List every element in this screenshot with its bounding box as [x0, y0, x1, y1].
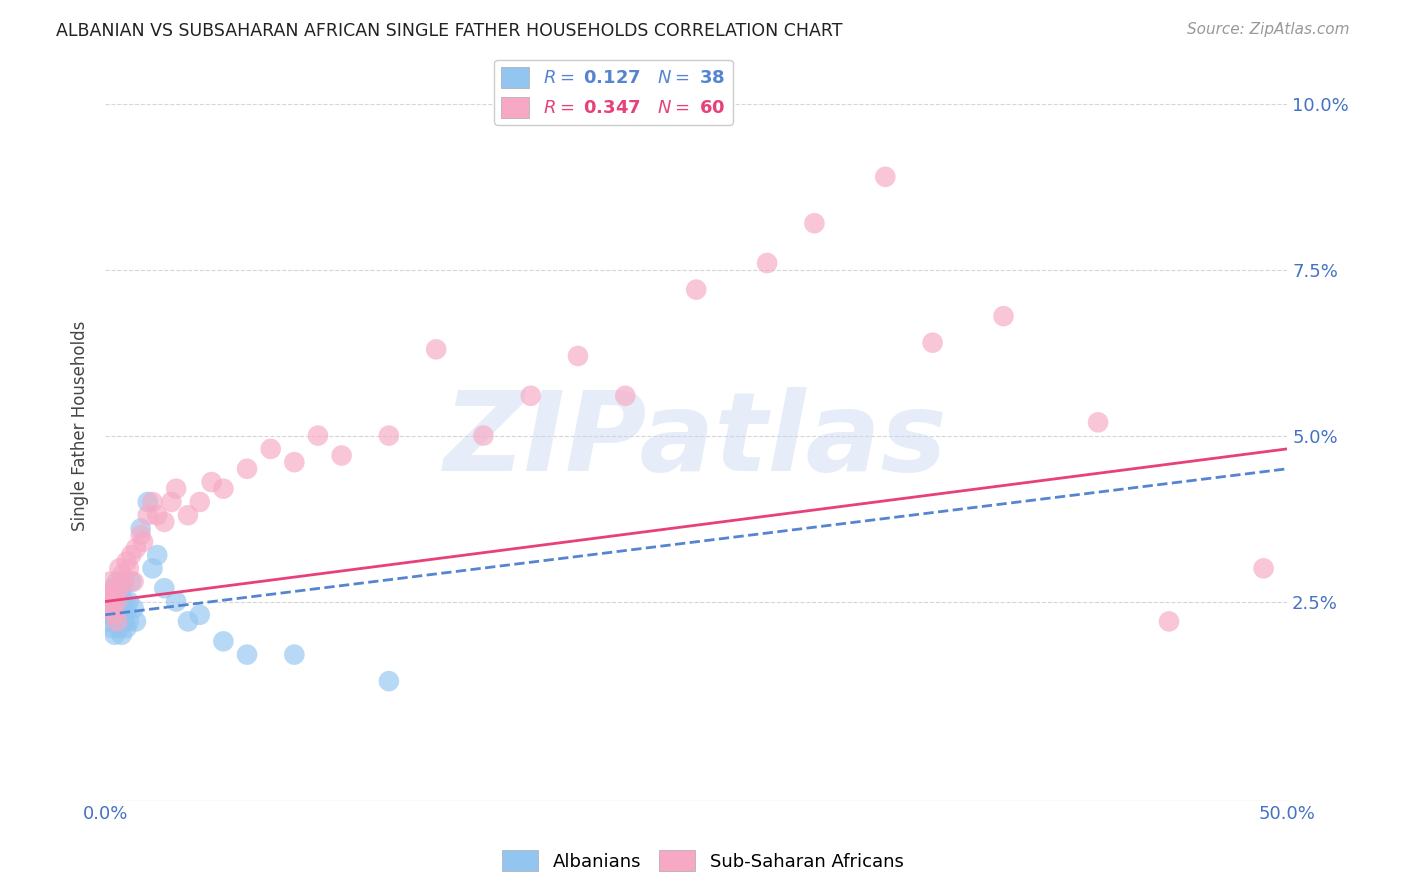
Point: [112, 615, 135, 629]
Point: [472, 428, 495, 442]
Point: [188, 607, 211, 622]
Point: [993, 309, 1015, 323]
Point: [1253, 561, 1275, 575]
Point: [97, 615, 120, 629]
Point: [105, 615, 128, 629]
Point: [115, 601, 138, 615]
Point: [141, 495, 163, 509]
Point: [111, 607, 134, 622]
Point: [115, 621, 138, 635]
Point: [118, 594, 141, 608]
Point: [567, 349, 589, 363]
Point: [98, 594, 121, 608]
Point: [177, 615, 200, 629]
Point: [120, 574, 142, 589]
Point: [378, 674, 401, 689]
Point: [283, 648, 305, 662]
Point: [803, 216, 825, 230]
Point: [188, 495, 211, 509]
Text: Source: ZipAtlas.com: Source: ZipAtlas.com: [1187, 22, 1350, 37]
Text: ALBANIAN VS SUBSAHARAN AFRICAN SINGLE FATHER HOUSEHOLDS CORRELATION CHART: ALBANIAN VS SUBSAHARAN AFRICAN SINGLE FA…: [56, 22, 842, 40]
Point: [165, 482, 187, 496]
Point: [136, 508, 159, 523]
Point: [177, 508, 200, 523]
Point: [330, 449, 353, 463]
Point: [236, 648, 259, 662]
Point: [112, 574, 135, 589]
Point: [97, 588, 120, 602]
Point: [101, 588, 124, 602]
Point: [101, 581, 124, 595]
Point: [101, 601, 124, 615]
Point: [98, 594, 121, 608]
Point: [105, 594, 128, 608]
Point: [101, 621, 124, 635]
Point: [307, 428, 329, 442]
Point: [260, 442, 283, 456]
Legend: $R = \ \mathbf{0.127}\ \ \ N = \ \mathbf{38}$, $R = \ \mathbf{0.347}\ \ \ N = \ : $R = \ \mathbf{0.127}\ \ \ N = \ \mathbf…: [495, 60, 733, 125]
Point: [125, 541, 148, 556]
Point: [141, 561, 163, 575]
Point: [98, 574, 121, 589]
Point: [146, 548, 169, 562]
Point: [105, 615, 128, 629]
Point: [200, 475, 222, 489]
Point: [519, 389, 541, 403]
Point: [98, 607, 121, 622]
Point: [136, 495, 159, 509]
Point: [111, 568, 134, 582]
Point: [118, 561, 141, 575]
Point: [614, 389, 637, 403]
Point: [212, 634, 235, 648]
Point: [122, 601, 145, 615]
Point: [104, 588, 127, 602]
Point: [120, 548, 142, 562]
Point: [105, 574, 128, 589]
Text: ZIPatlas: ZIPatlas: [444, 387, 948, 494]
Y-axis label: Single Father Households: Single Father Households: [72, 320, 89, 531]
Point: [108, 621, 131, 635]
Point: [118, 615, 141, 629]
Point: [132, 534, 155, 549]
Point: [111, 628, 134, 642]
Point: [105, 594, 128, 608]
Point: [104, 628, 127, 642]
Point: [875, 169, 897, 184]
Point: [108, 601, 131, 615]
Point: [108, 561, 131, 575]
Point: [153, 581, 176, 595]
Point: [104, 607, 127, 622]
Point: [685, 283, 707, 297]
Point: [129, 522, 152, 536]
Point: [756, 256, 779, 270]
Point: [108, 581, 131, 595]
Point: [1087, 415, 1109, 429]
Point: [425, 343, 447, 357]
Point: [283, 455, 305, 469]
Point: [101, 601, 124, 615]
Point: [1157, 615, 1180, 629]
Point: [125, 615, 148, 629]
Point: [146, 508, 169, 523]
Point: [153, 515, 176, 529]
Point: [129, 528, 152, 542]
Point: [104, 607, 127, 622]
Point: [921, 335, 943, 350]
Point: [212, 482, 235, 496]
Point: [165, 594, 187, 608]
Point: [115, 555, 138, 569]
Point: [236, 462, 259, 476]
Point: [111, 581, 134, 595]
Point: [122, 574, 145, 589]
Point: [104, 581, 127, 595]
Legend: Albanians, Sub-Saharan Africans: Albanians, Sub-Saharan Africans: [495, 843, 911, 879]
Point: [378, 428, 401, 442]
Point: [112, 594, 135, 608]
Point: [160, 495, 183, 509]
